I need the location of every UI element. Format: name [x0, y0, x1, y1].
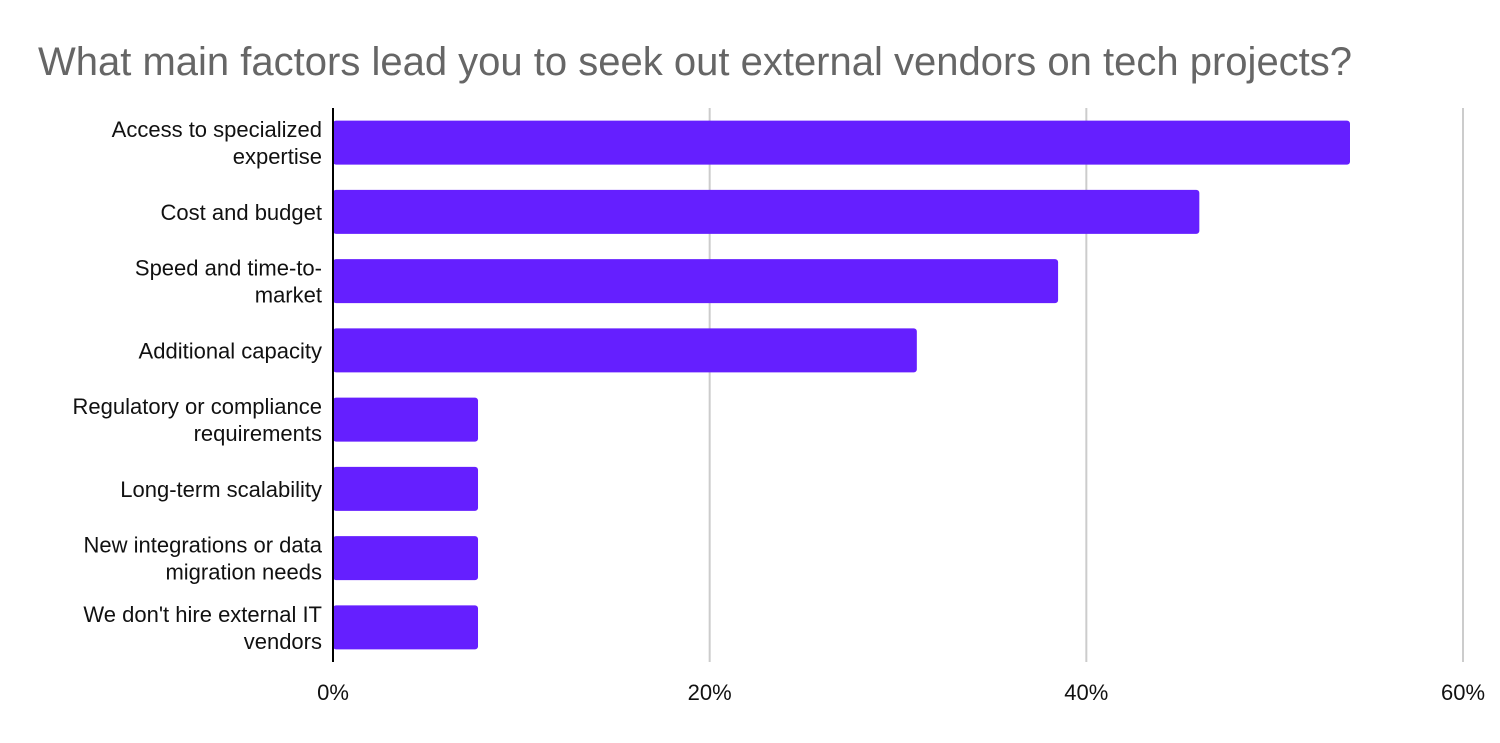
- bars: [333, 120, 1350, 650]
- category-label: Cost and budget: [161, 200, 322, 225]
- x-tick-labels: 0% 20% 40% 60%: [317, 680, 1485, 705]
- category-label: Additional capacity: [139, 338, 322, 363]
- category-labels: Access to specialized expertise Cost and b…: [73, 117, 323, 654]
- category-label: Long-term scalability: [120, 477, 322, 502]
- bar: [333, 397, 479, 442]
- x-tick-label: 40%: [1064, 680, 1108, 705]
- bar: [333, 259, 1059, 304]
- bar: [333, 120, 1350, 165]
- bar: [333, 189, 1200, 234]
- category-label: We don't hire external IT vendors: [83, 602, 322, 654]
- bar: [333, 605, 479, 650]
- category-label: Speed and time-to-market: [135, 256, 322, 308]
- x-tick-label: 0%: [317, 680, 349, 705]
- bar: [333, 466, 479, 511]
- chart-title: What main factors lead you to seek out e…: [38, 40, 1353, 84]
- category-label: New integrations or data migration needs: [84, 533, 323, 585]
- x-tick-label: 60%: [1441, 680, 1485, 705]
- x-tick-label: 20%: [688, 680, 732, 705]
- bar: [333, 328, 917, 373]
- category-label: Access to specialized expertise: [112, 117, 322, 169]
- category-label: Regulatory or compliance requirements: [73, 394, 322, 446]
- bar: [333, 536, 479, 581]
